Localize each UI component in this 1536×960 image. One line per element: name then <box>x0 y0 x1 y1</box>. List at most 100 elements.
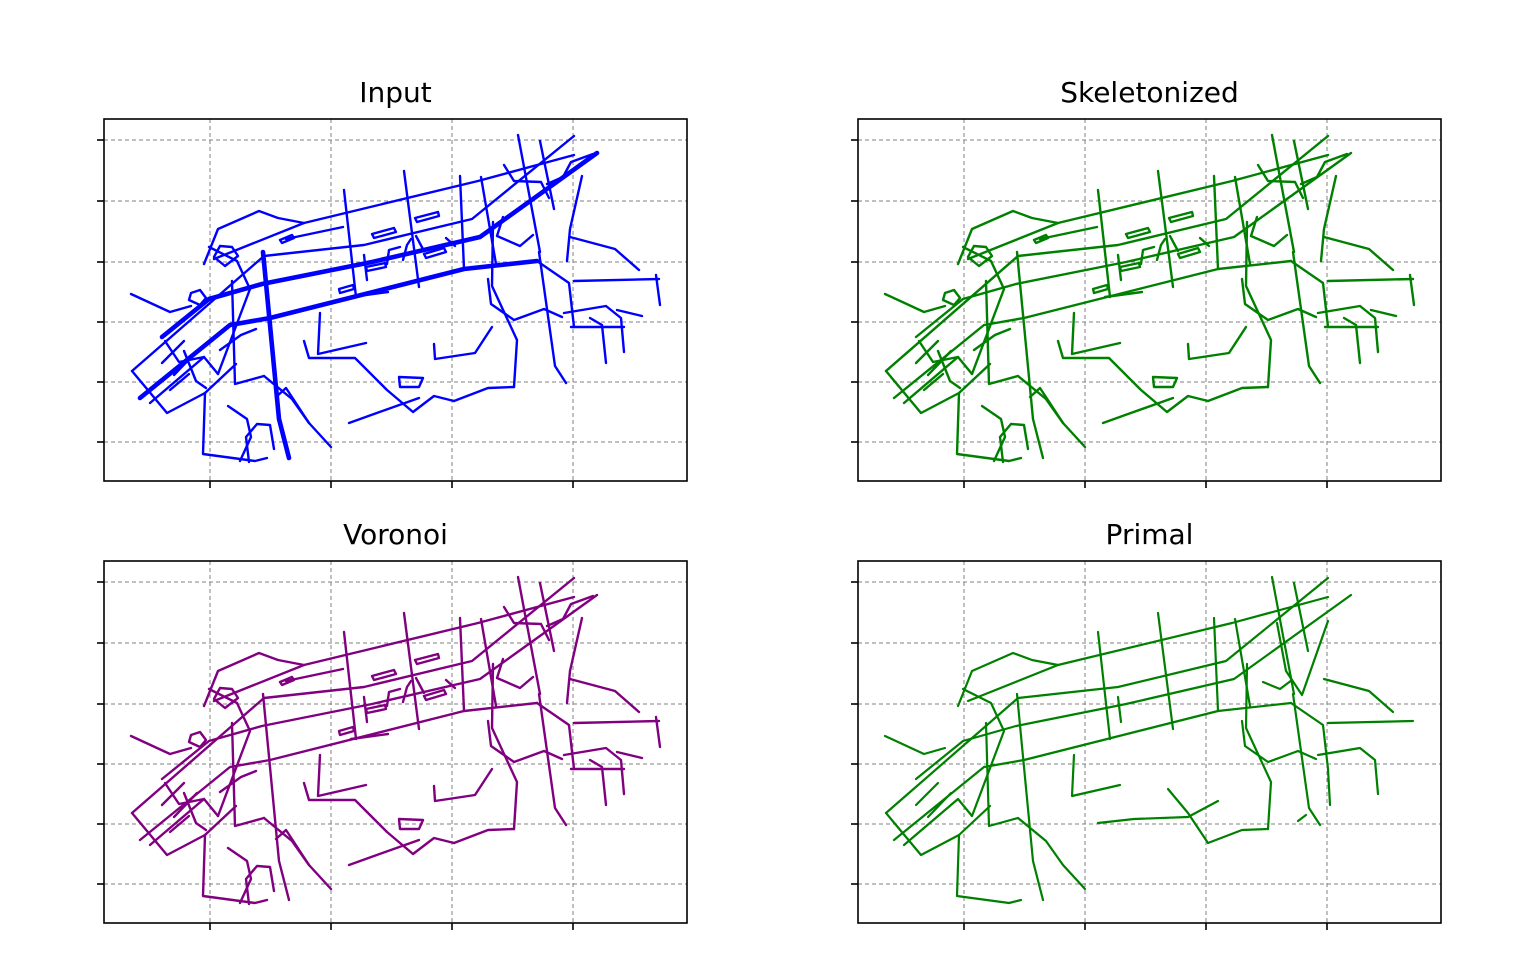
street-segment <box>998 422 1030 464</box>
street-segment <box>955 833 1023 905</box>
street-segment <box>1275 619 1330 697</box>
street-segment <box>413 652 441 666</box>
street-segment <box>342 630 358 741</box>
street-segment <box>261 692 291 902</box>
street-segment <box>615 750 644 760</box>
street-segment <box>1151 375 1179 389</box>
street-segment <box>1322 677 1395 714</box>
street-segment <box>1233 617 1252 708</box>
axes-frame <box>103 118 688 482</box>
street-segment <box>914 593 1353 781</box>
street-segment <box>1156 611 1175 731</box>
street-segment <box>538 139 556 211</box>
street-segment <box>163 781 206 806</box>
street-segment <box>956 651 1060 708</box>
street-segment <box>538 581 556 653</box>
street-segment <box>212 244 240 268</box>
street-segment <box>892 701 1293 842</box>
street-segment <box>337 725 356 737</box>
street-segment <box>212 153 576 261</box>
street-segment <box>1270 575 1296 696</box>
street-segment <box>244 422 276 464</box>
street-segment <box>284 225 345 241</box>
street-segment <box>922 372 945 392</box>
street-segment <box>984 279 1020 386</box>
street-segment <box>966 595 1330 703</box>
street-segment <box>316 311 368 356</box>
street-segment <box>1139 245 1156 266</box>
street-segment <box>572 277 661 283</box>
street-segment <box>562 304 626 354</box>
street-segment <box>1240 277 1318 322</box>
street-segment <box>1244 662 1273 831</box>
street-segment <box>972 327 1012 352</box>
street-segment <box>452 385 516 403</box>
street-segment <box>565 174 584 263</box>
street-segment <box>274 828 311 867</box>
street-segment <box>444 236 457 248</box>
street-segment <box>490 220 519 389</box>
street-segment <box>230 721 266 828</box>
street-segment <box>402 611 421 731</box>
street-segment <box>187 730 208 749</box>
street-segment <box>884 134 1330 373</box>
street-segment <box>1156 169 1175 289</box>
street-segment <box>163 339 206 364</box>
street-segment <box>537 692 568 827</box>
street-segment <box>413 210 441 224</box>
street-segment <box>414 234 426 253</box>
street-segment <box>260 249 292 461</box>
street-segment <box>1016 374 1087 449</box>
street-segment <box>202 651 306 708</box>
street-segment <box>1206 827 1270 845</box>
street-segment <box>1167 210 1195 224</box>
street-segment <box>230 279 266 386</box>
street-segment <box>262 816 333 891</box>
street-segment <box>414 676 426 695</box>
street-segment <box>1016 816 1087 891</box>
street-segment <box>244 864 276 906</box>
street-segment <box>562 746 626 796</box>
street-segment <box>1316 746 1380 796</box>
street-segment <box>207 687 252 818</box>
street-segment <box>212 595 576 703</box>
panel-input: Input <box>97 76 688 488</box>
street-segment <box>226 404 253 463</box>
street-segment <box>1118 261 1142 273</box>
street-segment <box>397 375 425 389</box>
axes-frame <box>857 560 1442 924</box>
street-segment <box>1116 695 1123 724</box>
street-segment <box>984 721 1020 828</box>
street-segment <box>1096 630 1112 741</box>
street-segment <box>537 250 568 385</box>
street-segment <box>902 797 974 847</box>
street-segment <box>452 827 516 845</box>
street-segment <box>1326 719 1415 725</box>
street-segment <box>207 245 252 376</box>
street-segment <box>588 316 608 365</box>
street-segment <box>218 769 258 794</box>
axes-frame <box>103 560 688 924</box>
street-segment <box>349 290 390 299</box>
panel-primal: Primal <box>851 518 1442 930</box>
street-segment <box>884 804 992 857</box>
street-segment <box>565 616 584 705</box>
street-segment <box>422 246 448 260</box>
street-segment <box>1091 283 1110 295</box>
street-segment <box>1369 308 1398 318</box>
street-segment <box>1326 767 1332 807</box>
street-segment <box>342 188 358 299</box>
street-segment <box>432 325 494 361</box>
street-segment <box>941 288 962 307</box>
street-segment <box>168 372 191 392</box>
street-segment <box>1322 235 1395 272</box>
street-segment <box>278 233 296 245</box>
street-segment <box>914 339 940 365</box>
street-segment <box>226 846 253 905</box>
street-segment <box>1015 250 1045 460</box>
street-segment <box>1292 581 1310 653</box>
street-segment <box>955 391 1023 463</box>
street-segment <box>187 288 208 307</box>
street-segment <box>926 791 953 819</box>
